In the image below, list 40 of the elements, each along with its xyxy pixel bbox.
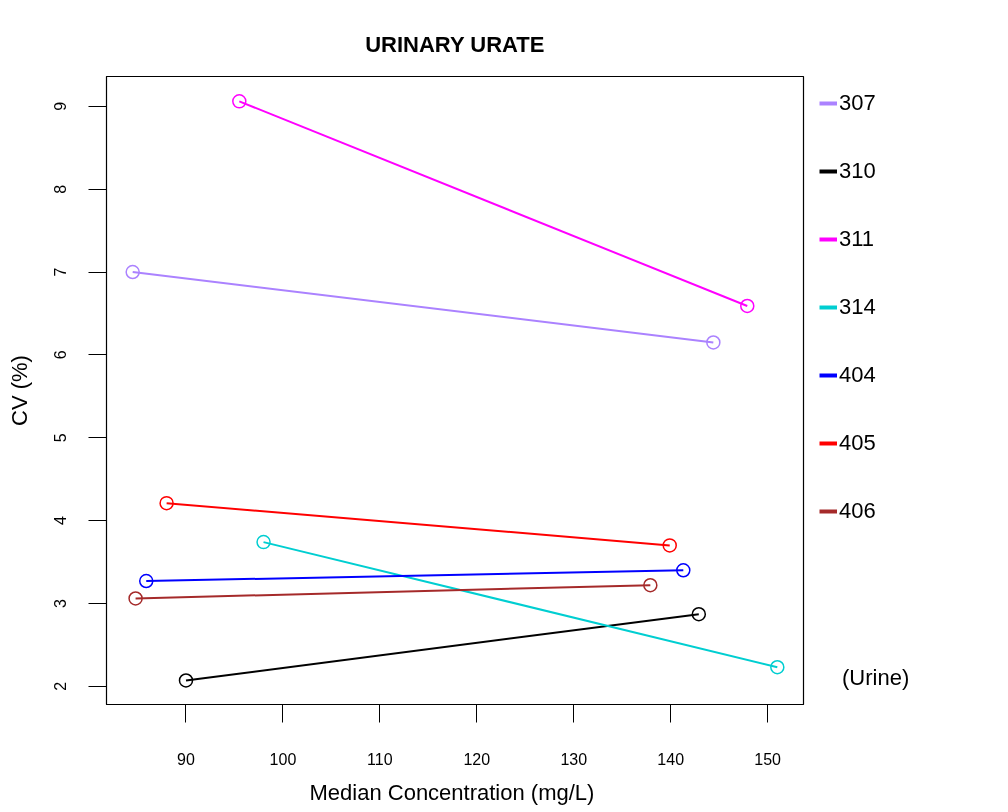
- point: [740, 298, 755, 314]
- y-tick-label: 4: [52, 516, 70, 526]
- x-tick-label: 130: [560, 750, 588, 768]
- y-tick-label: 8: [52, 184, 70, 194]
- point: [662, 538, 677, 553]
- point: [232, 94, 247, 109]
- y-tick-label: 7: [52, 267, 70, 277]
- point: [706, 335, 721, 350]
- x-tick-label: 150: [754, 750, 782, 768]
- y-axis-title: CV (%): [6, 355, 32, 426]
- y-tick-label: 9: [52, 101, 70, 111]
- y-tick-label: 3: [52, 598, 70, 608]
- legend-label: 314: [839, 294, 876, 320]
- chart-title: URINARY URATE: [365, 31, 545, 57]
- x-tick-label: 140: [657, 750, 685, 768]
- x-tick-label: 120: [463, 750, 491, 768]
- legend-label: 406: [839, 498, 876, 524]
- legend-label: 404: [839, 362, 876, 388]
- x-axis-title: Median Concentration (mg/L): [309, 779, 595, 805]
- legend-label: 307: [839, 90, 876, 116]
- point: [643, 577, 658, 593]
- x-tick-label: 110: [367, 750, 393, 768]
- point: [125, 264, 140, 280]
- y-tick-label: 6: [52, 350, 70, 360]
- point: [128, 591, 143, 606]
- y-tick-label: 5: [52, 433, 70, 443]
- text: (Urine): [842, 665, 910, 691]
- x-tick-label: 90: [177, 750, 195, 768]
- point: [691, 606, 707, 622]
- point: [770, 659, 785, 675]
- legend-label: 405: [839, 430, 876, 456]
- legend-label: 311: [839, 226, 875, 252]
- point: [139, 573, 154, 589]
- y-tick-label: 2: [52, 681, 70, 691]
- point: [159, 495, 174, 511]
- x-tick-label: 100: [269, 750, 297, 768]
- point: [178, 673, 194, 688]
- legend-label: 310: [839, 158, 876, 184]
- point: [676, 563, 691, 578]
- point: [256, 534, 271, 550]
